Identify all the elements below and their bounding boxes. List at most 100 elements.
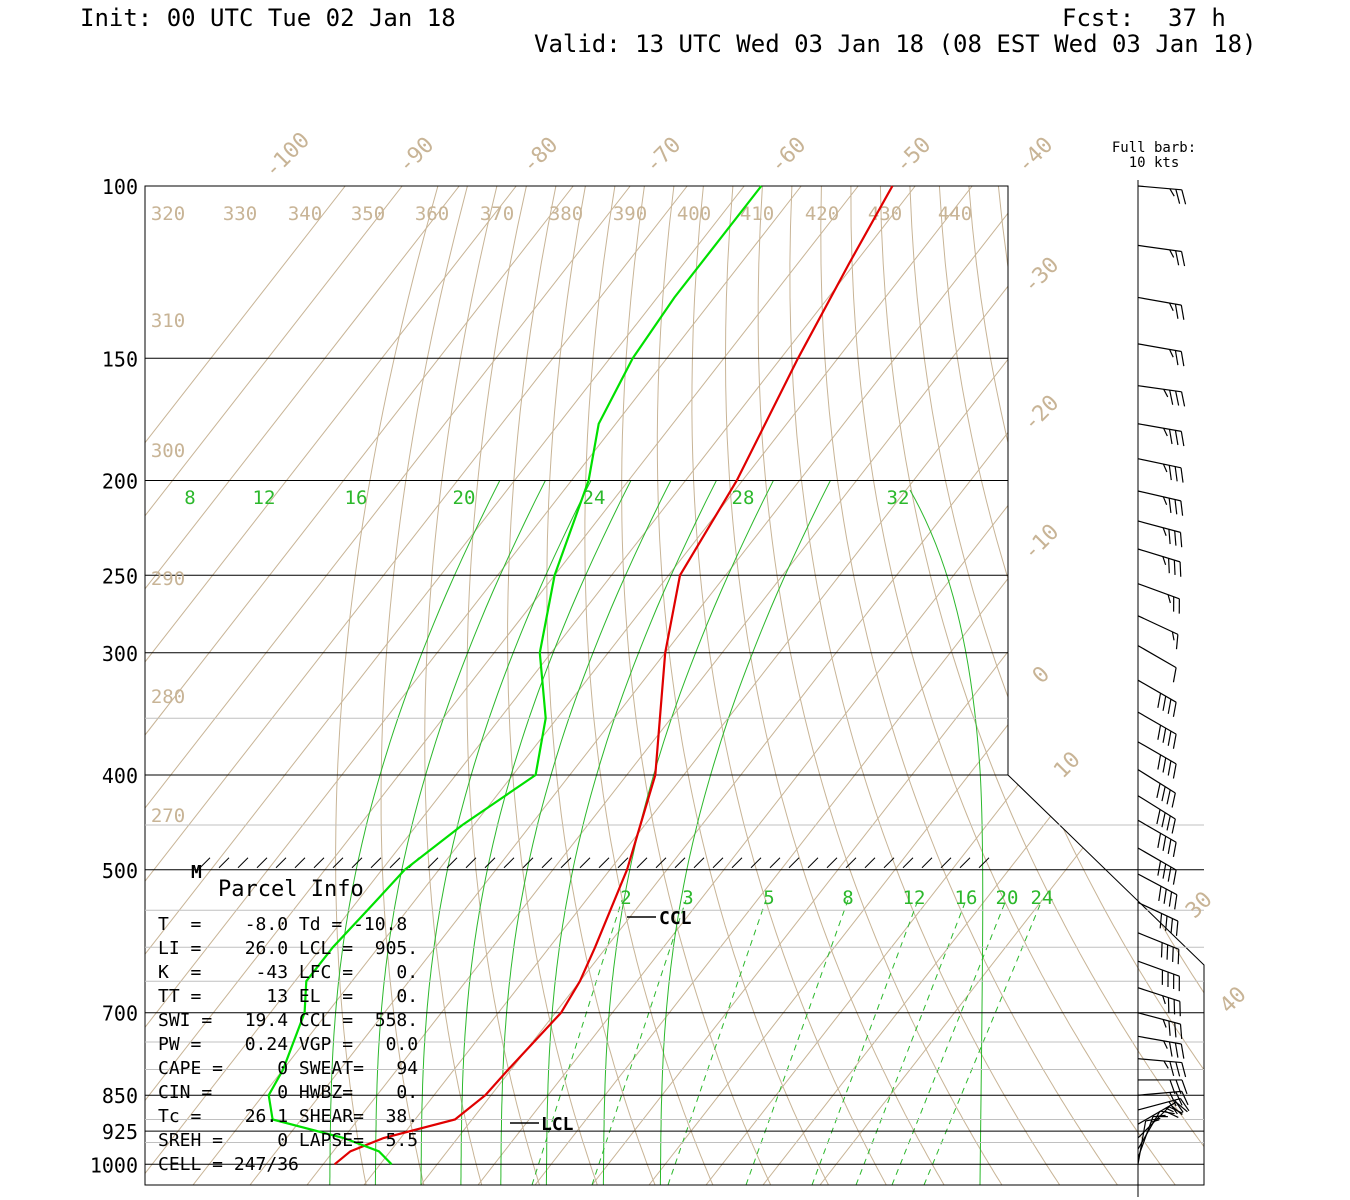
pressure-tick-label: 1000 (90, 1153, 138, 1177)
dry-adiabat-line (879, 186, 1204, 1148)
moist-adiabat-line (460, 480, 632, 1185)
wind-barb-feather (1157, 725, 1162, 740)
dry-adiabat-line (466, 186, 540, 1185)
sounding-profiles (267, 185, 894, 1166)
wind-barb-shaft (1137, 987, 1181, 1002)
isotherm-line (249, 186, 1030, 1185)
hatch-mark (446, 857, 458, 869)
wind-barb-feather (1180, 500, 1184, 516)
wind-barb-feather (1157, 754, 1162, 770)
wind-barb-feather (1162, 527, 1167, 536)
theta-label: 300 (151, 440, 185, 462)
hatch-mark (921, 857, 933, 869)
wind-barb-feather (1175, 1101, 1188, 1113)
barb-legend-line1: Full barb: (1112, 140, 1196, 156)
wind-barb-feather (1163, 428, 1168, 437)
wind-barb-feather (1174, 530, 1177, 546)
wind-barb-feather (1175, 250, 1180, 266)
dry-adiabat-line (424, 186, 498, 1185)
mixing-ratio-label: 3 (682, 887, 693, 909)
wind-barb-feather (1163, 389, 1169, 398)
hatch-mark (579, 857, 591, 869)
wind-barb-shaft (1137, 1120, 1147, 1165)
wind-barb-feather (1174, 1099, 1184, 1113)
parcel-info-row: Tc = 26.1 SHEAR= 38. (158, 1106, 418, 1127)
lcl-label: LCL (541, 1114, 574, 1135)
hatch-mark (294, 857, 306, 869)
wind-barb-feather (1168, 891, 1173, 907)
isotherm-line (145, 186, 745, 956)
pressure-tick-label: 850 (102, 1084, 138, 1108)
chart-annotations: M CCL LCL Parcel Info T = -8.0 Td = -10.8 LI … (158, 140, 1196, 1175)
mixing-ratio-label: 8 (842, 887, 853, 909)
hatch-mark (370, 857, 382, 869)
hatch-mark (845, 857, 857, 869)
hatch-mark (275, 857, 287, 869)
dry-adiabat-line (909, 186, 1204, 1071)
hatch-mark (940, 857, 952, 869)
hatch-mark (522, 857, 534, 869)
wind-barb-feather (1172, 947, 1174, 962)
wind-barb-feather (1181, 1091, 1189, 1106)
wind-barb (1137, 741, 1177, 779)
wind-barb-feather (1179, 1024, 1183, 1039)
wind-barb-feather (1167, 760, 1172, 776)
wind-barb-feather (1169, 188, 1175, 197)
dry-adiabat-line (820, 186, 1118, 1185)
hatch-mark (655, 857, 667, 869)
wind-barb-feather (1169, 249, 1175, 258)
wind-barb (1137, 385, 1186, 407)
wind-barb (1137, 873, 1178, 910)
moist-adiabat-line (659, 480, 831, 1185)
wind-barb-shaft (1137, 769, 1176, 794)
isotherm-line (145, 186, 346, 444)
wind-barb (1137, 1012, 1183, 1039)
parcel-info-row: PW = 0.24 VGP = 0.0 (158, 1034, 418, 1055)
theta-e-label: 12 (253, 487, 276, 509)
dry-adiabat-line (380, 186, 468, 1185)
dry-adiabat-line (584, 186, 714, 1185)
wind-barb-feather (1181, 189, 1187, 205)
theta-label: 400 (677, 203, 711, 225)
hatch-mark (883, 857, 895, 869)
wind-barb-feather (1174, 499, 1178, 515)
wind-barb-feather (1158, 886, 1162, 902)
wind-barb (1137, 932, 1180, 965)
theta-e-label: 8 (184, 487, 195, 509)
isotherm-line (145, 186, 802, 1029)
wind-barb (1137, 244, 1186, 267)
isotherm-line (145, 186, 460, 590)
wind-barb-shaft (1137, 741, 1177, 765)
wind-barb-feather (1162, 696, 1167, 711)
wind-barb-shaft (1137, 490, 1182, 502)
wind-barb (1137, 296, 1185, 320)
hatch-mark (560, 857, 572, 869)
wind-barb-feather (1172, 667, 1177, 683)
wind-barb-feather (1180, 1098, 1190, 1112)
wind-barb-feather (1162, 1019, 1167, 1028)
wind-barb-shaft (1137, 244, 1182, 253)
wind-barb (1137, 343, 1185, 367)
wind-barb-feather (1172, 869, 1177, 885)
pressure-tick-label: 925 (102, 1120, 138, 1144)
hatch-mark (313, 857, 325, 869)
wind-barb-feather (1179, 561, 1182, 577)
parcel-info-row: CIN = 0 HWBZ= 0. (158, 1082, 418, 1103)
wind-barb (1137, 795, 1176, 834)
wind-barb-feather (1174, 430, 1179, 446)
wind-barb-shaft (1137, 423, 1182, 432)
wind-barbs (1137, 180, 1190, 1197)
isotherm-line (145, 186, 916, 1175)
parcel-info-row: T = -8.0 Td = -10.8 (158, 914, 407, 935)
wind-barb-shaft (1137, 711, 1177, 735)
barb-legend-line2: 10 kts (1129, 155, 1180, 171)
hatch-mark (541, 857, 553, 869)
mixing-ratio-label: 2 (620, 887, 631, 909)
isotherm-line (591, 399, 1204, 1185)
hatch-mark (218, 857, 230, 869)
hatch-mark (636, 857, 648, 869)
isotherm-line (145, 186, 859, 1102)
isotherm-label: -50 (891, 133, 937, 179)
hatch-mark (978, 857, 990, 869)
wind-barb (1137, 520, 1183, 548)
